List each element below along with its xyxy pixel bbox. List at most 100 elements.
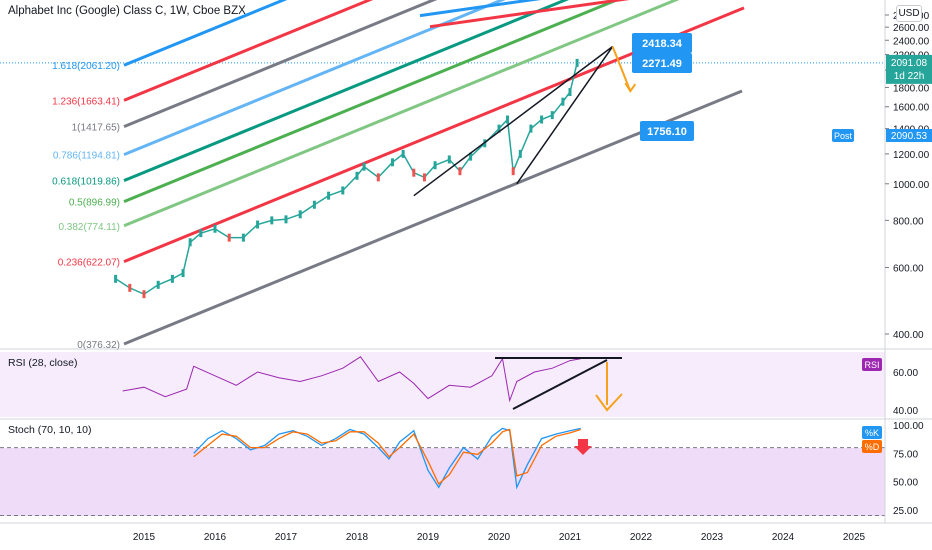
price-candle: [298, 210, 302, 219]
stoch-d-label: %D: [865, 442, 880, 452]
price-candle: [270, 216, 274, 225]
price-pane[interactable]: 0(376.32) 0.236(622.07) 0.382(774.11) 0.5(8…: [0, 0, 885, 351]
price-candle: [199, 229, 203, 238]
rsi-pane[interactable]: [0, 352, 885, 417]
rsi-series-line: [122, 356, 581, 403]
x-tick-label: 2017: [275, 532, 298, 543]
price-candle: [181, 269, 185, 278]
fib-level-label: 0.236(622.07): [58, 258, 120, 269]
price-callout-box: [640, 121, 694, 141]
fib-level-label: 1.618(2061.20): [52, 61, 120, 72]
price-candle: [355, 171, 359, 180]
currency-button[interactable]: USD: [896, 5, 922, 22]
x-tick-label: 2019: [417, 532, 440, 543]
stoch-tick-label: 75.00: [893, 449, 918, 460]
price-candle: [128, 283, 132, 292]
price-callout-box: [632, 53, 692, 73]
price-candle: [241, 233, 245, 242]
post-price-tag: [886, 129, 932, 142]
stoch-k-tag: [862, 426, 882, 439]
price-candle: [156, 280, 160, 289]
fib-channel-line: [123, 0, 621, 203]
price-candle: [327, 191, 331, 200]
stoch-tick-label: 50.00: [893, 478, 918, 489]
stoch-d-line: [193, 428, 581, 485]
post-price-value: 2090.53: [891, 131, 928, 142]
x-tick-label: 2016: [204, 532, 227, 543]
fib-channel-line: [123, 89, 743, 346]
y-tick-label: 600.00: [893, 264, 924, 275]
chart-title: Alphabet Inc (Google) Class C, 1W, Cboe …: [8, 5, 246, 17]
fib-projection-line: [419, 0, 542, 18]
x-tick-label: 2021: [559, 532, 582, 543]
fib-level-label: 0.786(1194.81): [53, 151, 120, 162]
price-candle: [561, 97, 565, 106]
y-tick-label: 1600.00: [893, 103, 930, 114]
price-candle: [170, 274, 174, 283]
rsi-support-line: [512, 359, 608, 410]
price-candle: [458, 167, 462, 176]
price-candle: [213, 224, 217, 233]
y-tick-label: 1000.00: [893, 180, 930, 191]
rsi-title: RSI (28, close): [8, 357, 78, 369]
price-callout-box: [632, 33, 692, 53]
price-candle: [433, 161, 437, 170]
stoch-tick-label: 100.00: [893, 421, 924, 432]
price-candle: [227, 233, 231, 242]
y-tick-label: 1800.00: [893, 83, 930, 94]
rsi-value-tag: [862, 358, 882, 371]
price-candle: [341, 186, 345, 195]
price-series-line: [115, 62, 578, 296]
fib-channel-line: [123, 0, 438, 128]
last-price-tag: [886, 54, 932, 84]
price-candle: [142, 290, 146, 299]
x-tick-label: 2023: [701, 532, 724, 543]
fib-level-label: 0.618(1019.86): [52, 177, 120, 188]
price-candle: [376, 173, 380, 182]
price-candle: [575, 58, 579, 67]
price-candle: [550, 111, 554, 120]
rsi-tick-label: 40.00: [893, 406, 918, 417]
price-candle: [114, 274, 118, 283]
price-callout-label: 2418.34: [642, 38, 683, 50]
stoch-d-tag: [862, 440, 882, 453]
wedge-upper-line: [413, 45, 614, 197]
fib-channel-line: [123, 0, 288, 67]
price-candle: [529, 124, 533, 133]
x-tick-label: 2020: [488, 532, 511, 543]
fib-level-label: 1.236(1663.41): [52, 96, 120, 107]
x-tick-label: 2015: [133, 532, 156, 543]
fib-level-label: 1(1417.65): [72, 123, 120, 134]
y-tick-label: 2600.00: [893, 23, 930, 34]
y-tick-label: 1200.00: [893, 150, 930, 161]
fib-level-label: 0(376.32): [77, 340, 120, 351]
wedge-lower-line: [516, 46, 614, 185]
rsi-tag-label: RSI: [864, 360, 879, 370]
price-candle: [412, 168, 416, 177]
post-tag: [832, 129, 854, 142]
y-tick-label: 400.00: [893, 330, 924, 341]
y-tick-label: 800.00: [893, 216, 924, 227]
price-candle: [447, 155, 451, 164]
fib-channel-line: [123, 0, 680, 228]
fib-level-label: 0.382(774.11): [58, 222, 120, 233]
price-candle: [511, 167, 515, 176]
stoch-pane[interactable]: [0, 427, 885, 517]
stoch-title: Stoch (70, 10, 10): [8, 424, 92, 436]
price-candle: [568, 88, 572, 97]
price-candle: [391, 158, 394, 167]
price-candle: [497, 124, 501, 133]
x-tick-label: 2025: [843, 532, 866, 543]
rsi-tick-label: 60.00: [893, 368, 918, 379]
x-tick-label: 2018: [346, 532, 369, 543]
stoch-background: [0, 448, 885, 516]
fib-level-label: 0.5(896.99): [69, 198, 120, 209]
fib-channel-line: [123, 0, 570, 182]
price-candle: [256, 220, 260, 229]
price-candle: [506, 115, 510, 124]
price-candle: [540, 115, 544, 124]
stoch-k-label: %K: [865, 428, 879, 438]
price-candle: [312, 200, 316, 209]
x-tick-label: 2024: [772, 532, 795, 543]
